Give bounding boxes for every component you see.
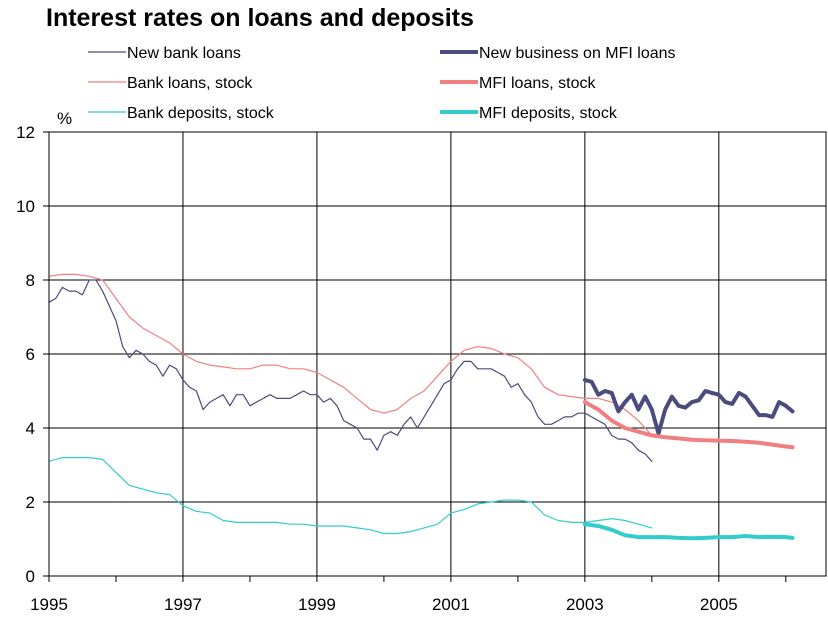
x-tick-label: 1999 — [298, 595, 336, 614]
y-tick-label: 10 — [16, 197, 35, 216]
gridlines — [49, 132, 826, 576]
legend-label: New business on MFI loans — [479, 45, 676, 62]
legend-label: Bank deposits, stock — [127, 105, 275, 122]
legend-label: Bank loans, stock — [127, 75, 253, 92]
legend-label: New bank loans — [127, 45, 241, 62]
legend-label: MFI loans, stock — [479, 75, 596, 92]
y-axis-label: % — [57, 109, 72, 128]
series-lines — [48, 273, 795, 541]
series-line-bank-loans-stock — [48, 273, 653, 436]
x-tick-label: 2001 — [432, 595, 470, 614]
legend: New bank loans Bank loans, stock Bank depo… — [88, 45, 676, 122]
chart-title: Interest rates on loans and deposits — [46, 4, 474, 32]
x-tick-label: 2003 — [566, 595, 604, 614]
x-tick-label: 1997 — [164, 595, 202, 614]
series-line-mfi-deposits-stock — [582, 522, 795, 541]
x-tick-label: 2005 — [700, 595, 738, 614]
y-tick-label: 6 — [26, 345, 35, 364]
series-line-new-business-on-mfi-loans — [582, 377, 795, 436]
x-axis: 1995 1997 1999 2001 2003 2005 — [30, 576, 787, 614]
x-tick-label: 1995 — [30, 595, 68, 614]
y-tick-label: 12 — [16, 123, 35, 142]
series-line-new-bank-loans — [48, 279, 653, 462]
legend-label: MFI deposits, stock — [479, 105, 618, 122]
y-tick-label: 4 — [26, 419, 35, 438]
series-line-mfi-loans-stock — [582, 400, 795, 450]
series-line-bank-deposits-stock — [48, 457, 653, 535]
y-tick-label: 8 — [26, 271, 35, 290]
y-tick-label: 2 — [26, 493, 35, 512]
y-tick-label: 0 — [26, 567, 35, 586]
y-axis: 0 2 4 6 8 10 12 — [16, 123, 49, 586]
